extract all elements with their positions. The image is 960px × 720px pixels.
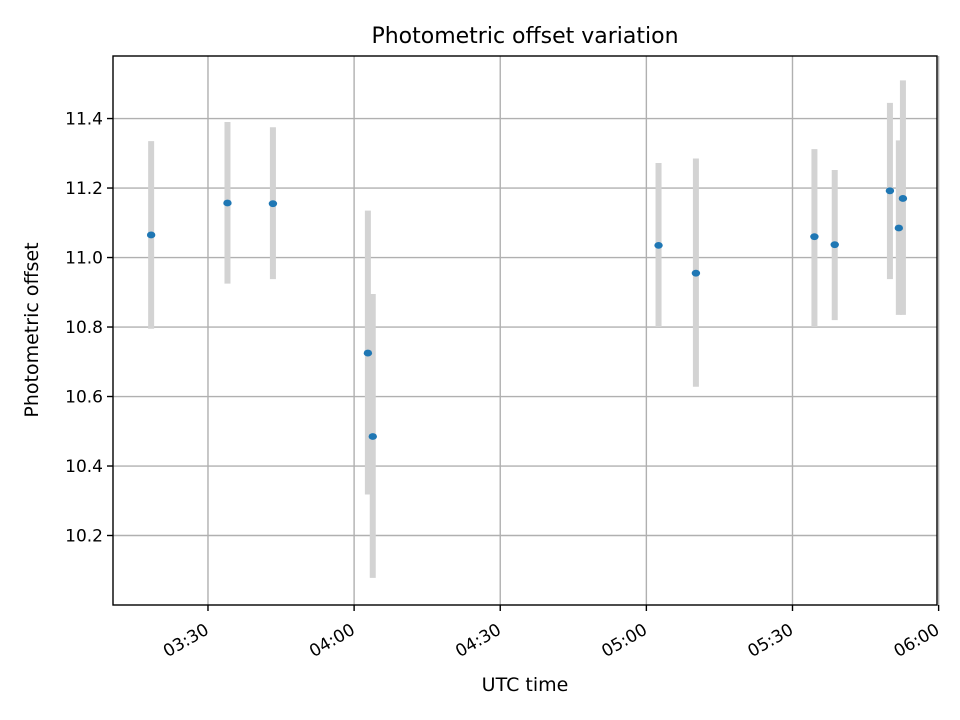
data-points (146, 187, 908, 440)
y-tick-label: 11.2 (65, 179, 103, 199)
y-tick-label: 10.6 (65, 388, 103, 408)
x-tick-label: 03:30 (160, 620, 212, 662)
x-tick-label: 05:00 (598, 620, 650, 662)
y-tick-label: 10.2 (65, 527, 103, 547)
data-point (368, 433, 377, 440)
data-point (691, 269, 701, 277)
y-tick-label: 10.4 (65, 457, 103, 477)
grid-lines (113, 56, 940, 605)
data-point (810, 233, 819, 241)
data-point (885, 187, 895, 195)
data-point (223, 199, 232, 207)
x-axis-ticks: 03:30 04:00 04:30 05:00 05:30 06:00 (160, 605, 943, 662)
x-axis-label: UTC time (482, 674, 569, 696)
data-point (654, 241, 663, 249)
y-axis-label: Photometric offset (21, 242, 43, 417)
y-axis-ticks: 10.2 10.4 10.6 10.8 11.0 11.2 11.4 (65, 110, 113, 547)
y-tick-label: 11.4 (65, 110, 103, 130)
y-tick-label: 10.8 (65, 318, 103, 338)
x-tick-label: 04:30 (452, 620, 504, 662)
plot-frame (112, 55, 938, 606)
data-point (894, 224, 904, 232)
x-tick-label: 05:30 (745, 620, 797, 662)
y-tick-label: 11.0 (65, 249, 103, 269)
x-tick-label: 06:00 (891, 620, 943, 662)
data-point (830, 241, 839, 249)
error-bars (148, 80, 906, 578)
x-tick-label: 04:00 (306, 620, 358, 662)
data-point (146, 231, 156, 239)
data-point (268, 200, 278, 208)
data-point (363, 349, 373, 357)
chart-title: Photometric offset variation (371, 24, 678, 49)
data-point (898, 195, 908, 202)
